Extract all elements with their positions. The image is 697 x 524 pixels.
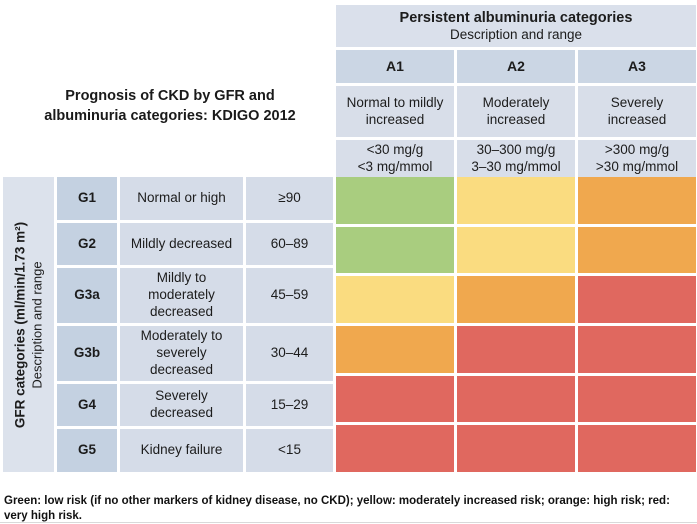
range-mg-g: <30 mg/g [366,142,424,157]
risk-cell-g5-a2 [457,425,575,472]
risk-cell-g2-a2 [457,226,575,274]
risk-cell-g3b-a1 [336,326,454,373]
risk-cell-g1-a3 [578,177,696,224]
albuminuria-range-a2: 30–300 mg/g 3–30 mg/mmol [457,140,575,178]
gfr-range-g3a: 45–59 [246,268,333,323]
albuminuria-description-row: Normal to mildly increased Moderately in… [336,86,696,137]
albuminuria-description-a2: Moderately increased [457,86,575,137]
risk-cell-g1-a2 [457,177,575,224]
risk-cell-g2-a1 [336,226,454,274]
gfr-code-g3b: G3b [57,326,117,381]
gfr-code-g1: G1 [57,177,117,220]
risk-cell-g5-a1 [336,425,454,472]
gfr-rows-table: G1 Normal or high ≥90 G2 Mildly decrease… [57,177,333,472]
albuminuria-range-a1: <30 mg/g <3 mg/mmol [336,140,454,178]
risk-cell-g3a-a1 [336,276,454,323]
albuminuria-code-a3: A3 [578,50,696,83]
albuminuria-code-a1: A1 [336,50,454,83]
gfr-description-g2: Mildly decreased [120,222,243,266]
albuminuria-header: Persistent albuminuria categories Descri… [336,5,696,47]
bottom-divider [0,522,697,523]
gfr-description-g1: Normal or high [120,177,243,220]
gfr-range-g5: <15 [246,429,333,472]
risk-cell-g5-a3 [578,425,696,472]
range-mg-mmol: <3 mg/mmol [357,158,433,174]
gfr-axis-label: GFR categories (ml/min/1.73 m²) Descript… [3,177,54,472]
figure-title-line2: albuminuria categories: KDIGO 2012 [44,108,296,125]
gfr-code-g5: G5 [57,429,117,472]
gfr-description-g5: Kidney failure [120,429,243,472]
gfr-description-g3b: Moderately to severely decreased [120,326,243,381]
albuminuria-description-a1: Normal to mildly increased [336,86,454,137]
risk-cell-g4-a3 [578,375,696,423]
range-mg-g: >300 mg/g [604,142,670,157]
gfr-axis-label-rotated: GFR categories (ml/min/1.73 m²) Descript… [3,177,54,472]
risk-legend-footnote: Green: low risk (if no other markers of … [4,495,670,522]
range-mg-g: 30–300 mg/g [476,142,556,157]
risk-cell-g4-a2 [457,375,575,423]
risk-matrix [336,177,696,472]
gfr-range-g1: ≥90 [246,177,333,220]
albuminuria-header-title: Persistent albuminuria categories [399,10,633,26]
gfr-description-g4: Severely decreased [120,383,243,427]
risk-cell-g3b-a2 [457,326,575,373]
risk-cell-g3a-a3 [578,276,696,323]
gfr-range-g4: 15–29 [246,383,333,427]
gfr-range-g3b: 30–44 [246,326,333,381]
albuminuria-header-subtitle: Description and range [449,27,583,42]
risk-cell-g3a-a2 [457,276,575,323]
gfr-code-g3a: G3a [57,268,117,323]
albuminuria-range-row: <30 mg/g <3 mg/mmol 30–300 mg/g 3–30 mg/… [336,140,696,178]
figure-title: Prognosis of CKD by GFR and albuminuria … [8,86,332,127]
gfr-range-g2: 60–89 [246,222,333,266]
albuminuria-range-a3: >300 mg/g >30 mg/mmol [578,140,696,178]
gfr-axis-label-regular: Description and range [28,260,44,389]
figure-title-line1: Prognosis of CKD by GFR and [65,88,275,104]
albuminuria-code-a2: A2 [457,50,575,83]
risk-cell-g2-a3 [578,226,696,274]
albuminuria-code-row: A1 A2 A3 [336,50,696,83]
risk-cell-g1-a1 [336,177,454,224]
albuminuria-description-a3: Severely increased [578,86,696,137]
gfr-axis-label-bold: GFR categories (ml/min/1.73 m²) [12,221,28,428]
range-mg-mmol: >30 mg/mmol [595,158,679,174]
gfr-description-g3a: Mildly to moderately decreased [120,268,243,323]
range-mg-mmol: 3–30 mg/mmol [471,158,561,174]
risk-cell-g3b-a3 [578,326,696,373]
risk-cell-g4-a1 [336,375,454,423]
gfr-code-g4: G4 [57,383,117,427]
gfr-code-g2: G2 [57,222,117,266]
